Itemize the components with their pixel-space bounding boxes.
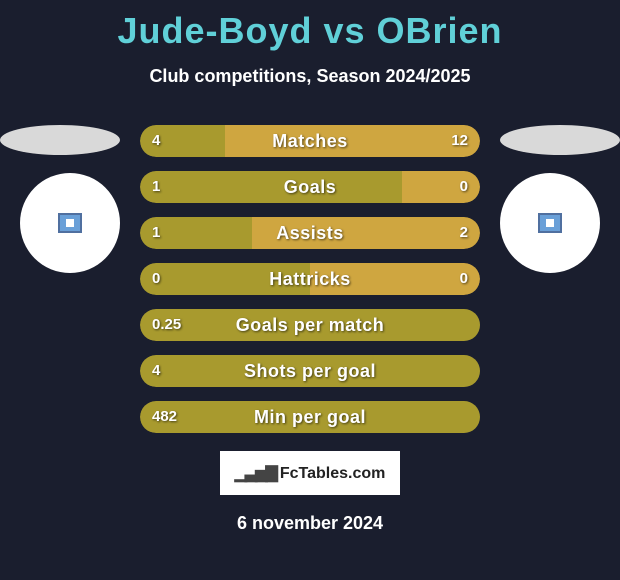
logo-box: ▁▃▅▇FcTables.com: [220, 451, 400, 495]
stat-value-left: 482: [152, 401, 177, 433]
stat-label: Assists: [140, 217, 480, 249]
comparison-area: Matches412Goals10Assists12Hattricks00Goa…: [0, 125, 620, 433]
stat-value-right: 12: [451, 125, 468, 157]
stat-label: Goals: [140, 171, 480, 203]
stat-row: Shots per goal4: [140, 355, 480, 387]
stat-value-left: 4: [152, 355, 160, 387]
right-player-badge: [500, 173, 600, 273]
stat-label: Shots per goal: [140, 355, 480, 387]
placeholder-icon: [58, 213, 82, 233]
stat-row: Goals1 0: [140, 171, 480, 203]
stat-label: Min per goal: [140, 401, 480, 433]
stat-value-right: 0: [460, 171, 468, 203]
stat-row: Min per goal482: [140, 401, 480, 433]
date-text: 6 november 2024: [0, 513, 620, 534]
stat-label: Matches: [140, 125, 480, 157]
stat-value-left: 0.25: [152, 309, 181, 341]
stat-row: Goals per match0.25: [140, 309, 480, 341]
stat-value-left: 4: [152, 125, 160, 157]
stat-row: Matches4 12: [140, 125, 480, 157]
subtitle: Club competitions, Season 2024/2025: [0, 66, 620, 87]
left-player-badge: [20, 173, 120, 273]
stat-value-right: 2: [460, 217, 468, 249]
stat-value-left: 1: [152, 171, 160, 203]
left-ellipse-icon: [0, 125, 120, 155]
stat-label: Goals per match: [140, 309, 480, 341]
stat-label: Hattricks: [140, 263, 480, 295]
stat-rows: Matches412Goals10Assists12Hattricks00Goa…: [140, 125, 480, 433]
stat-value-right: 0: [460, 263, 468, 295]
right-ellipse-icon: [500, 125, 620, 155]
bars-icon: ▁▃▅▇: [235, 463, 276, 483]
placeholder-icon: [538, 213, 562, 233]
stat-value-left: 1: [152, 217, 160, 249]
page-title: Jude-Boyd vs OBrien: [0, 0, 620, 52]
stat-value-left: 0: [152, 263, 160, 295]
logo-text: ▁▃▅▇FcTables.com: [235, 463, 386, 483]
stat-row: Assists1 2: [140, 217, 480, 249]
stat-row: Hattricks0 0: [140, 263, 480, 295]
